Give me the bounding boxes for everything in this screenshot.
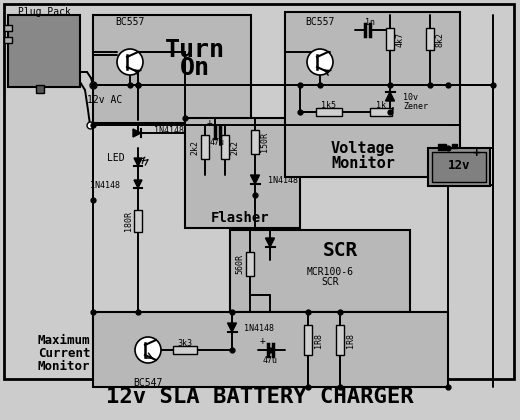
Text: 180R: 180R <box>124 211 133 231</box>
Polygon shape <box>134 158 142 166</box>
Bar <box>4 25 12 31</box>
Text: +: + <box>260 336 266 346</box>
Bar <box>285 12 460 177</box>
Bar <box>134 210 142 232</box>
Text: Maximum: Maximum <box>38 333 90 346</box>
Bar <box>386 28 394 50</box>
Text: Monitor: Monitor <box>38 360 90 373</box>
Bar <box>452 144 457 148</box>
Text: 47u: 47u <box>210 137 225 147</box>
Text: Turn: Turn <box>165 38 225 62</box>
Polygon shape <box>133 129 141 137</box>
Bar <box>4 4 514 379</box>
Circle shape <box>307 49 333 75</box>
Text: 2k2: 2k2 <box>190 139 200 155</box>
Text: 1N4148: 1N4148 <box>90 181 120 189</box>
Text: BC557: BC557 <box>115 17 145 27</box>
Text: 47u: 47u <box>263 355 278 365</box>
Text: 1R8: 1R8 <box>314 333 322 347</box>
Text: 150R: 150R <box>261 132 269 152</box>
Text: Voltage: Voltage <box>331 141 395 155</box>
Bar <box>230 230 410 312</box>
Bar <box>246 252 254 276</box>
Bar <box>336 325 344 355</box>
Circle shape <box>117 49 143 75</box>
Text: 12v SLA BATTERY CHARGER: 12v SLA BATTERY CHARGER <box>106 387 414 407</box>
Circle shape <box>135 337 161 363</box>
Bar <box>251 130 259 154</box>
Polygon shape <box>251 175 259 184</box>
Bar <box>36 85 44 93</box>
Bar <box>428 148 490 186</box>
Bar <box>370 108 392 116</box>
Polygon shape <box>134 180 142 188</box>
Text: 1R8: 1R8 <box>345 333 355 347</box>
Text: +: + <box>207 118 213 128</box>
Bar <box>432 152 486 182</box>
Text: +: + <box>472 147 480 160</box>
Text: 2k2: 2k2 <box>230 139 240 155</box>
Text: 1N4148: 1N4148 <box>244 323 274 333</box>
Text: Plug Pack: Plug Pack <box>18 7 70 17</box>
Text: LED: LED <box>107 153 125 163</box>
Bar <box>93 15 251 123</box>
Text: On: On <box>180 56 210 80</box>
Text: MCR100-6: MCR100-6 <box>306 267 354 277</box>
Bar <box>185 118 300 228</box>
Text: BC547: BC547 <box>133 378 163 388</box>
Bar <box>438 144 446 150</box>
Text: 560R: 560R <box>236 254 244 274</box>
Bar <box>316 108 342 116</box>
Bar <box>304 325 312 355</box>
Text: 8k2: 8k2 <box>436 32 445 47</box>
Text: 1N4148: 1N4148 <box>268 176 298 184</box>
Bar <box>4 37 12 43</box>
Text: 1k5: 1k5 <box>321 100 336 110</box>
Text: 1k: 1k <box>376 100 386 110</box>
Bar <box>93 312 448 387</box>
Polygon shape <box>266 238 275 247</box>
Text: 10v: 10v <box>403 92 418 102</box>
Bar <box>201 135 209 159</box>
Text: BC557: BC557 <box>305 17 335 27</box>
Polygon shape <box>385 92 395 101</box>
Text: Flasher: Flasher <box>211 211 269 225</box>
Bar <box>173 346 197 354</box>
Text: 1n: 1n <box>365 18 375 26</box>
Text: Zener: Zener <box>403 102 428 110</box>
Bar <box>8 15 80 87</box>
Text: 12v AC: 12v AC <box>87 95 123 105</box>
Text: 12v: 12v <box>448 158 470 171</box>
Polygon shape <box>228 323 237 332</box>
Text: 1N4148: 1N4148 <box>154 126 184 134</box>
Bar <box>426 28 434 50</box>
Text: SCR: SCR <box>321 277 339 287</box>
Bar <box>221 135 229 159</box>
Text: SCR: SCR <box>322 241 358 260</box>
Text: 4k7: 4k7 <box>396 32 405 47</box>
Text: Monitor: Monitor <box>331 155 395 171</box>
Text: 3k3: 3k3 <box>177 339 192 347</box>
Text: Current: Current <box>38 346 90 360</box>
